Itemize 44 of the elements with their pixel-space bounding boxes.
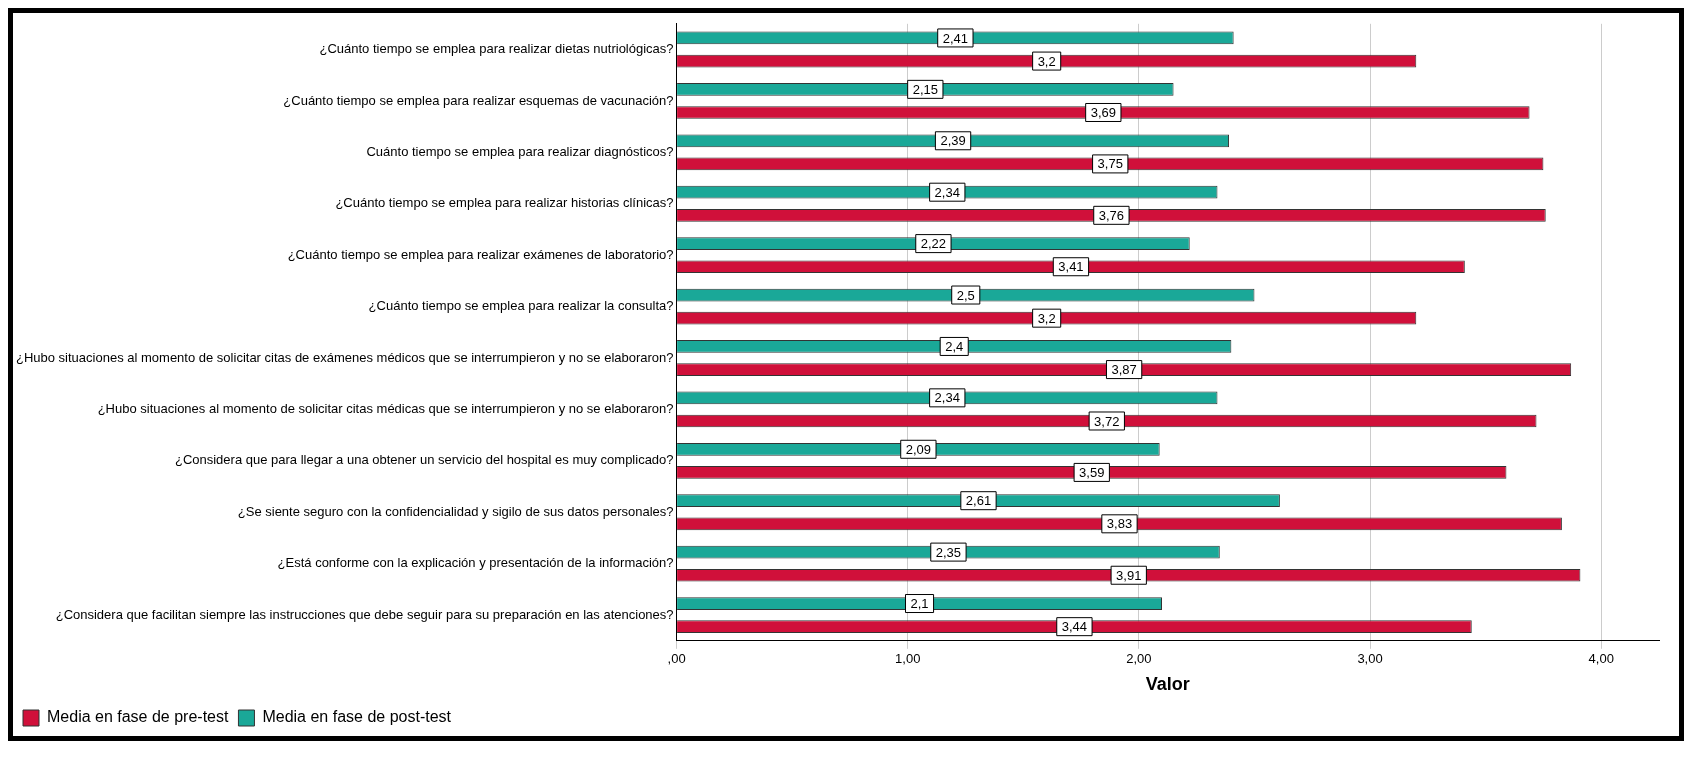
data-label: 3,72 — [1094, 413, 1120, 429]
x-tick-label: 3,00 — [1357, 651, 1383, 667]
data-label: 2,35 — [935, 544, 962, 560]
x-tick-label: 1,00 — [895, 651, 921, 667]
data-label: 3,44 — [1061, 619, 1088, 635]
y-tick-label: ¿Cuánto tiempo se emplea para realizar exámenes de laboratorio? — [287, 246, 674, 262]
x-tick-label: ,00 — [667, 651, 686, 667]
data-label: 3,2 — [1037, 310, 1056, 326]
data-label: 2,61 — [965, 493, 992, 509]
data-label: 3,75 — [1097, 156, 1123, 172]
data-label: 3,91 — [1116, 567, 1142, 583]
y-tick-label: ¿Considera que facilitan siempre las instrucciones que debe seguir para su preparación en las atenciones? — [55, 606, 674, 622]
data-label: 2,22 — [920, 236, 947, 252]
y-tick-label: ¿Hubo situaciones al momento de solicitar citas de exámenes médicos que se interrumpieron y no se elaboraron? — [15, 349, 674, 365]
data-label: 3,69 — [1090, 105, 1116, 121]
data-label: 3,59 — [1079, 464, 1105, 480]
y-tick-label: Cuánto tiempo se emplea para realizar diagnósticos? — [366, 143, 674, 159]
data-label: 2,09 — [905, 441, 932, 457]
data-label: 3,87 — [1111, 362, 1137, 378]
y-tick-label: ¿Cuánto tiempo se emplea para realizar historias clínicas? — [335, 195, 674, 211]
x-tick-label: 2,00 — [1126, 651, 1152, 667]
data-label: 3,41 — [1058, 259, 1084, 275]
data-label: 2,41 — [942, 30, 969, 46]
data-label: 3,2 — [1037, 53, 1056, 69]
y-tick-label: ¿Cuánto tiempo se emplea para realizar la consulta? — [368, 298, 674, 314]
data-label: 2,34 — [934, 390, 960, 406]
y-tick-label: ¿Considera que para llegar a una obtener un servicio del hospital es muy complicado? — [174, 452, 674, 468]
legend-label: Media en fase de pre-test — [47, 708, 229, 726]
data-label: 3,83 — [1106, 516, 1133, 532]
x-tick-label: 4,00 — [1588, 651, 1614, 667]
data-label: 2,1 — [910, 596, 929, 612]
y-tick-label: ¿Se siente seguro con la confidencialidad y sigilo de sus datos personales? — [237, 503, 674, 519]
y-tick-label: ¿Cuánto tiempo se emplea para realizar esquemas de vacunación? — [283, 92, 674, 108]
data-label: 2,5 — [956, 287, 975, 303]
data-label: 2,4 — [945, 339, 964, 355]
y-tick-label: ¿Cuánto tiempo se emplea para realizar dietas nutriológicas? — [319, 41, 674, 57]
y-tick-label: ¿Está conforme con la explicación y presentación de la información? — [277, 555, 674, 571]
y-tick-label: ¿Hubo situaciones al momento de solicitar citas médicas que se interrumpieron y no se elaboraron? — [97, 401, 674, 416]
legend-label: Media en fase de post-test — [262, 708, 452, 726]
data-label: 2,15 — [912, 81, 938, 97]
x-axis-title: Valor — [1145, 674, 1190, 695]
data-label: 2,39 — [940, 133, 966, 149]
data-label: 3,76 — [1098, 207, 1125, 223]
data-label: 2,34 — [934, 184, 960, 200]
